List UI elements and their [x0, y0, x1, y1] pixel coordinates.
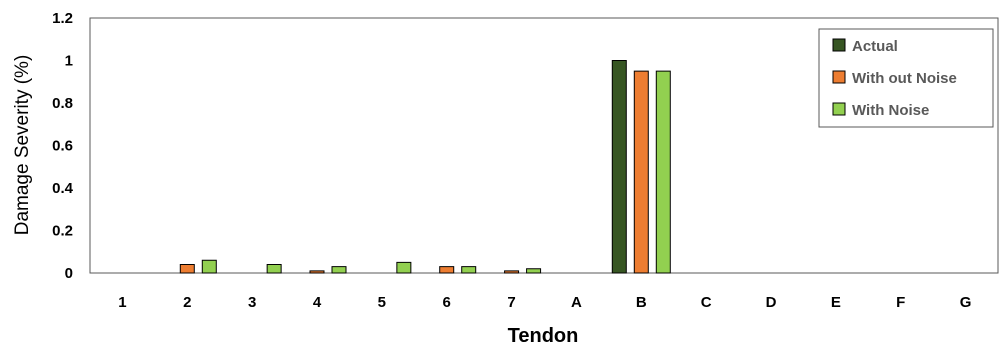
bar — [526, 268, 542, 274]
y-axis-ticks: 0 0.2 0.4 0.6 0.8 1 1.2 — [52, 10, 74, 282]
legend-label: With out Noise — [852, 70, 957, 87]
y-tick-label: 0.6 — [52, 138, 73, 155]
x-axis-title: Tendon — [508, 325, 579, 347]
bar — [439, 266, 455, 274]
bar — [201, 259, 217, 274]
y-tick-label: 1.2 — [52, 10, 73, 27]
y-tick-label: 0.8 — [52, 95, 73, 112]
legend-label: With Noise — [852, 102, 929, 119]
x-tick-label: C — [701, 294, 712, 311]
bar — [461, 266, 477, 274]
plot-frame — [89, 17, 999, 274]
bar — [331, 266, 347, 274]
bar — [309, 270, 325, 274]
bar — [504, 270, 520, 274]
legend-box — [818, 28, 994, 128]
legend: Actual With out Noise With Noise — [818, 28, 994, 128]
bar — [611, 60, 627, 274]
legend-swatch — [832, 70, 846, 84]
bar — [396, 261, 412, 274]
x-tick-label: 2 — [183, 294, 191, 311]
bar — [179, 264, 195, 274]
x-tick-label: 4 — [313, 294, 322, 311]
x-tick-label: G — [960, 294, 972, 311]
bar — [633, 70, 649, 274]
y-tick-label: 0 — [65, 265, 73, 282]
x-tick-label: 3 — [248, 294, 256, 311]
bar — [655, 70, 671, 274]
y-axis-title: Damage Severity (%) — [12, 55, 33, 236]
x-tick-label: F — [896, 294, 905, 311]
x-tick-label: A — [571, 294, 582, 311]
legend-swatch — [832, 38, 846, 52]
x-tick-label: 6 — [443, 294, 451, 311]
x-tick-label: E — [831, 294, 841, 311]
bar — [266, 264, 282, 274]
plot-area — [89, 17, 999, 274]
x-tick-label: D — [766, 294, 777, 311]
y-tick-label: 1 — [65, 53, 73, 70]
x-axis-ticks: 1 2 3 4 5 6 7 A B C D E F G — [118, 294, 971, 311]
x-tick-label: 5 — [378, 294, 386, 311]
y-tick-label: 0.4 — [52, 180, 74, 197]
y-tick-label: 0.2 — [52, 223, 73, 240]
x-tick-label: 7 — [507, 294, 515, 311]
x-tick-label: B — [636, 294, 647, 311]
legend-label: Actual — [852, 38, 898, 55]
x-tick-label: 1 — [118, 294, 126, 311]
legend-swatch — [832, 102, 846, 116]
